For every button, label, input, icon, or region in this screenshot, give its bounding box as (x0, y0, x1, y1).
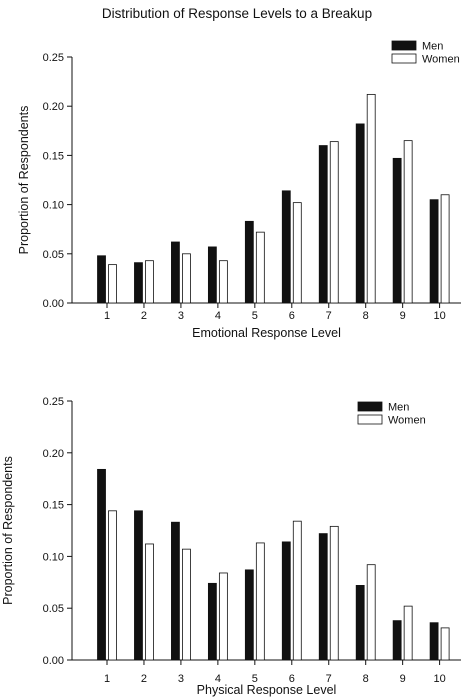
chart-2: 0.00 0.05 0.10 0.15 0.20 0.25 1 2 3 4 5 6 7 8 9 10 Physi… (1, 396, 461, 697)
x-tick-label: 8 (363, 673, 369, 685)
x-tick-label: 10 (433, 310, 445, 322)
y-tick-label: 0.00 (43, 655, 64, 667)
x-tick-label: 9 (400, 673, 406, 685)
x-tick-label: 4 (215, 673, 221, 685)
bar-women (255, 231, 265, 304)
chart-title: Distribution of Response Levels to a Bre… (101, 6, 373, 21)
bar-men (429, 199, 439, 304)
y-axis-label: Proportion of Respondents (1, 456, 15, 605)
chart-1: 0.00 0.05 0.10 0.15 0.20 0.25 1 2 3 4 5 6 7 8 9 10 Emoti… (17, 40, 461, 340)
y-tick-label: 0.15 (43, 150, 64, 162)
bar-men (392, 157, 402, 304)
bar-men (244, 220, 254, 304)
bar-men (429, 622, 439, 661)
bar-women (440, 194, 450, 304)
bar-women (403, 140, 413, 304)
legend-label-women: Women (422, 54, 460, 66)
bar-women (329, 525, 339, 661)
bar-men (134, 510, 143, 661)
bar-women (218, 572, 228, 661)
x-axis-label: Physical Response Level (197, 683, 337, 697)
bar-men (355, 585, 365, 661)
y-tick-label: 0.15 (43, 500, 64, 512)
legend-label-men: Men (388, 402, 409, 414)
bar-men (355, 123, 365, 304)
bar-women (145, 543, 154, 661)
x-tick-label: 7 (326, 673, 332, 685)
x-tick-label: 5 (252, 673, 258, 685)
x-tick-label: 5 (252, 310, 258, 322)
bar-women (403, 605, 413, 661)
x-tick-label: 10 (433, 673, 445, 685)
bar-men (97, 468, 106, 661)
bar-men (392, 620, 402, 661)
bar-men (171, 241, 180, 304)
bar-women (182, 548, 191, 661)
bar-women (329, 141, 339, 304)
bar-women (108, 264, 117, 304)
bar-women (255, 542, 265, 661)
y-tick-label: 0.25 (43, 396, 64, 408)
x-tick-label: 8 (363, 310, 369, 322)
y-tick-label: 0.10 (43, 200, 64, 212)
bar-women (145, 260, 154, 304)
x-tick-label: 3 (178, 310, 184, 322)
legend-swatch-men (357, 401, 383, 412)
y-tick-label: 0.25 (43, 52, 64, 64)
y-tick-label: 0.10 (43, 551, 64, 563)
bar-women (366, 93, 376, 304)
bar-men (244, 569, 254, 661)
x-tick-label: 4 (215, 310, 221, 322)
bar-men (207, 246, 217, 304)
x-tick-label: 3 (178, 673, 184, 685)
bar-men (134, 262, 143, 304)
bar-men (97, 255, 106, 304)
bar-women (292, 520, 302, 661)
bar-men (318, 145, 328, 304)
x-tick-label: 2 (141, 673, 147, 685)
bar-women (292, 202, 302, 304)
legend-label-men: Men (422, 41, 443, 53)
y-tick-label: 0.00 (43, 298, 64, 310)
bar-women (108, 510, 117, 661)
bar-women (440, 627, 450, 661)
bar-men (281, 190, 291, 304)
bar-women (218, 260, 228, 304)
y-axis-label: Proportion of Respondents (17, 106, 31, 255)
bar-men (171, 521, 180, 661)
x-tick-label: 7 (326, 310, 332, 322)
legend-swatch-women (357, 414, 383, 425)
x-tick-label: 6 (289, 310, 295, 322)
y-tick-label: 0.20 (43, 448, 64, 460)
x-axis-label: Emotional Response Level (192, 326, 341, 340)
y-tick-label: 0.20 (43, 101, 64, 113)
bar-women (182, 253, 191, 304)
legend-label-women: Women (388, 415, 426, 427)
bar-men (318, 533, 328, 661)
x-tick-label: 6 (289, 673, 295, 685)
x-tick-label: 9 (400, 310, 406, 322)
bar-women (366, 564, 376, 661)
bar-men (207, 582, 217, 661)
legend-swatch-men (391, 40, 417, 51)
x-tick-label: 1 (104, 310, 110, 322)
legend-swatch-women (391, 53, 417, 64)
bar-men (281, 541, 291, 661)
x-tick-label: 2 (141, 310, 147, 322)
x-tick-label: 1 (104, 673, 110, 685)
y-tick-label: 0.05 (43, 603, 64, 615)
y-tick-label: 0.05 (43, 249, 64, 261)
